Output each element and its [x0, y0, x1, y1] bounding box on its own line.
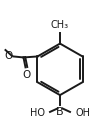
Text: OH: OH	[75, 108, 90, 118]
Text: B: B	[56, 108, 64, 117]
Text: O: O	[22, 70, 31, 80]
Text: O: O	[5, 51, 13, 61]
Text: CH₃: CH₃	[51, 20, 69, 30]
Text: HO: HO	[30, 108, 45, 118]
